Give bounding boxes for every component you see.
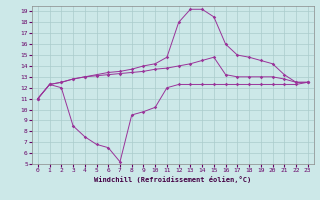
X-axis label: Windchill (Refroidissement éolien,°C): Windchill (Refroidissement éolien,°C) bbox=[94, 176, 252, 183]
